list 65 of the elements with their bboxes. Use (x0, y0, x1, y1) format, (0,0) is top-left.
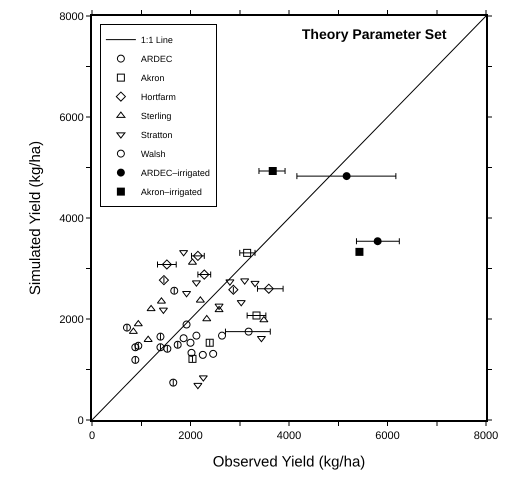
x-tick-label: 2000 (178, 430, 203, 442)
point (192, 332, 200, 340)
legend-label: Walsh (140, 149, 166, 160)
x-tick-label: 8000 (474, 430, 498, 442)
point (156, 297, 166, 304)
point (186, 338, 194, 347)
x-tick-label: 4000 (276, 430, 302, 442)
point (156, 332, 164, 341)
legend-label: ARDEC (140, 54, 173, 64)
point (264, 284, 274, 294)
legend-label: Akron–irrigated (140, 187, 202, 198)
x-tick-label: 0 (88, 430, 96, 442)
point (240, 278, 250, 285)
point (192, 280, 201, 287)
point (355, 248, 364, 256)
point (169, 378, 178, 387)
text: Theory Parameter Set (302, 26, 447, 42)
point (131, 343, 140, 352)
y-tick-label: 4000 (59, 212, 84, 225)
point (122, 324, 131, 332)
point (196, 296, 205, 303)
y-axis-title: Simulated Yield (kg/ha) (27, 140, 44, 296)
y-tick-label: 6000 (59, 112, 84, 124)
point (134, 342, 142, 350)
point (228, 284, 238, 295)
point (162, 259, 172, 270)
legend-label: ARDEC–irrigated (140, 168, 210, 178)
point (187, 348, 196, 357)
y-tick-label: 0 (78, 414, 84, 427)
legend-label: Hortfarm (140, 92, 176, 102)
point (243, 248, 252, 257)
point (244, 328, 253, 336)
point (188, 354, 196, 363)
x-tick-label: 6000 (375, 430, 400, 442)
point (131, 356, 140, 364)
point (250, 280, 260, 288)
point (198, 375, 208, 382)
point (218, 332, 226, 340)
point (214, 306, 224, 312)
y-tick-label: 2000 (59, 314, 84, 326)
legend-label: Sterling (140, 111, 172, 122)
legend-label: 1:1 Line (140, 35, 173, 46)
point (156, 343, 164, 352)
point (188, 258, 198, 265)
point (209, 350, 218, 358)
point (256, 336, 266, 342)
point (182, 320, 191, 329)
y-tick-label: 8000 (59, 10, 84, 23)
point (206, 338, 214, 347)
point (146, 304, 156, 312)
point (163, 344, 172, 353)
legend-label: Akron (140, 73, 164, 84)
x-axis-title: Observed Yield (kg/ha) (212, 454, 366, 471)
point (158, 275, 169, 286)
point (225, 279, 234, 286)
legend-label: Stratton (140, 130, 172, 140)
point (374, 237, 382, 246)
point (180, 334, 188, 342)
point (342, 172, 351, 180)
point (198, 350, 207, 359)
point (268, 167, 277, 176)
point (174, 340, 182, 349)
point (170, 286, 178, 295)
point (193, 382, 202, 390)
point (252, 311, 260, 320)
